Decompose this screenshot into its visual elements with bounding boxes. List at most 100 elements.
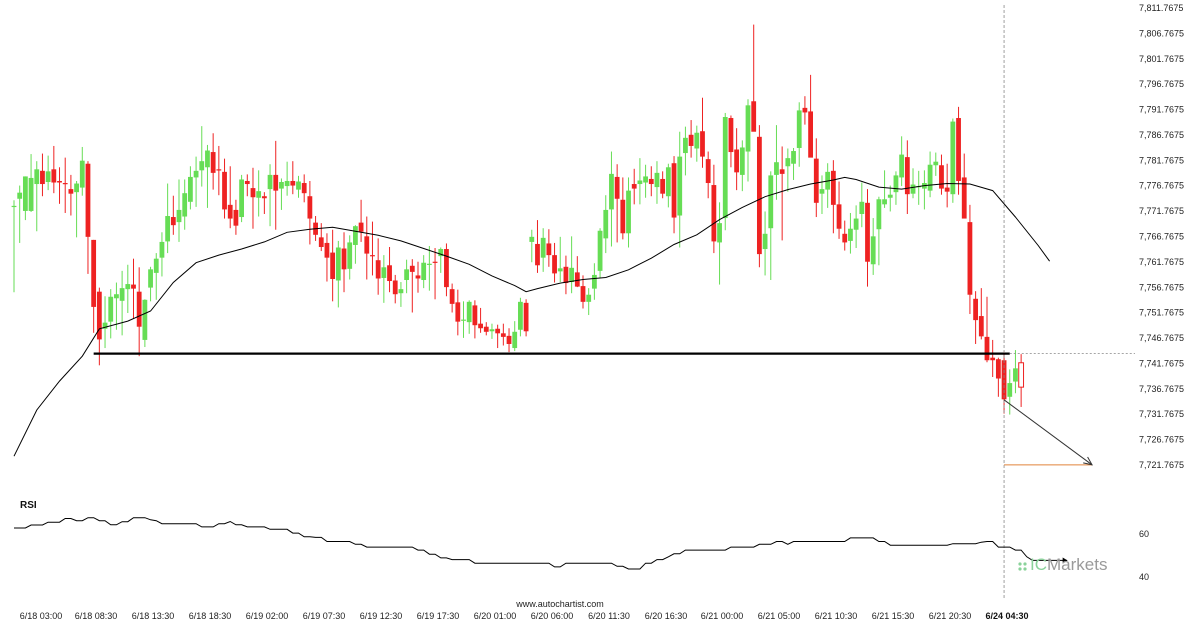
candle — [939, 154, 944, 195]
candle-body — [426, 263, 432, 265]
candle — [17, 185, 23, 243]
candle — [518, 297, 523, 337]
candle-body — [159, 241, 165, 258]
candle-body — [11, 205, 17, 208]
candle-body — [887, 194, 893, 198]
candle-body — [353, 226, 358, 245]
candle — [591, 263, 597, 300]
candle-body — [318, 237, 324, 247]
candle-body — [205, 150, 210, 168]
candle-body — [978, 316, 984, 337]
candle-body — [688, 134, 694, 146]
candle-body — [677, 156, 683, 216]
y-tick-label: 7,731.7675 — [1139, 409, 1184, 419]
candle-body — [170, 217, 176, 226]
candle — [108, 289, 114, 339]
candle-body — [96, 291, 102, 340]
candle — [489, 323, 495, 339]
candle — [978, 288, 984, 340]
candle — [256, 170, 262, 217]
candle — [637, 158, 643, 205]
candle-body — [779, 169, 785, 174]
y-tick-label: 7,791.7675 — [1139, 105, 1184, 115]
candle — [853, 205, 859, 249]
candle-body — [591, 274, 597, 289]
candle-body — [409, 265, 415, 272]
candle — [85, 161, 91, 274]
candle — [774, 125, 779, 200]
candle-body — [250, 188, 256, 198]
candle — [432, 248, 438, 300]
time-axis: 6/18 03:00 6/18 08:30 6/18 13:30 6/18 18:30… — [20, 611, 1029, 621]
candle-body — [802, 107, 808, 113]
candle-body — [580, 286, 586, 302]
rsi-end-marker-icon — [1062, 557, 1068, 564]
candle — [762, 211, 768, 276]
candle-body — [199, 161, 205, 171]
source-url: www.autochartist.com — [515, 599, 604, 609]
candle-body — [324, 242, 330, 258]
candle — [438, 247, 444, 273]
x-tick-label: 6/20 01:00 — [474, 611, 517, 621]
candle — [370, 221, 375, 276]
candle-body — [870, 236, 876, 265]
candle-body — [347, 242, 353, 269]
candle — [836, 181, 842, 239]
candle — [375, 238, 381, 295]
y-tick-label: 7,771.7675 — [1139, 206, 1184, 216]
candle-body — [859, 201, 865, 214]
candle — [142, 299, 148, 348]
candle-body — [768, 175, 774, 229]
candle — [552, 242, 557, 283]
candle — [728, 115, 734, 168]
candle — [330, 229, 336, 302]
candle-body — [267, 174, 273, 190]
candle-body — [694, 132, 700, 149]
x-tick-label: 6/19 12:30 — [360, 611, 403, 621]
candle-body — [762, 233, 768, 250]
candle — [461, 301, 466, 338]
brand-logo: ICMarkets — [1018, 555, 1107, 574]
candle — [239, 174, 244, 223]
candle-body — [495, 328, 501, 334]
candle-body — [876, 199, 882, 230]
candle — [893, 171, 899, 205]
candle — [660, 171, 666, 199]
candle-body — [125, 284, 131, 290]
candle-body — [882, 199, 887, 205]
candle-body — [603, 209, 609, 239]
candle — [506, 328, 512, 353]
candle — [899, 136, 905, 187]
logo-mark-icon — [1018, 562, 1027, 571]
candle-body — [119, 288, 125, 301]
candle-body — [609, 173, 614, 210]
candle-body — [34, 169, 40, 185]
brand-suffix: Markets — [1047, 555, 1107, 574]
price-axis: 7,811.7675 7,806.7675 7,801.7675 7,796.7675… — [1139, 3, 1184, 470]
candle — [984, 296, 990, 363]
rsi-y-tick-label: 40 — [1139, 572, 1149, 582]
candle — [529, 229, 535, 263]
candle — [819, 175, 825, 214]
candles-layer — [11, 24, 1025, 415]
candle — [802, 96, 808, 125]
candle-body — [290, 180, 296, 186]
y-tick-label: 7,796.7675 — [1139, 79, 1184, 89]
candle-body — [176, 209, 182, 223]
candle-body — [472, 305, 478, 326]
candle — [34, 161, 40, 232]
rsi-line — [14, 517, 1067, 570]
candle — [284, 161, 290, 196]
x-tick-label: 6/21 20:30 — [929, 611, 972, 621]
x-tick-label: 6/20 06:00 — [531, 611, 574, 621]
candle — [973, 291, 979, 344]
candle — [910, 168, 916, 199]
candle-body — [756, 136, 762, 255]
candle-body — [1007, 383, 1013, 397]
candle-body — [956, 118, 961, 181]
candle — [643, 164, 648, 198]
candle — [148, 266, 153, 302]
candle — [170, 195, 176, 235]
candle — [876, 196, 882, 266]
candle-body — [358, 222, 364, 232]
